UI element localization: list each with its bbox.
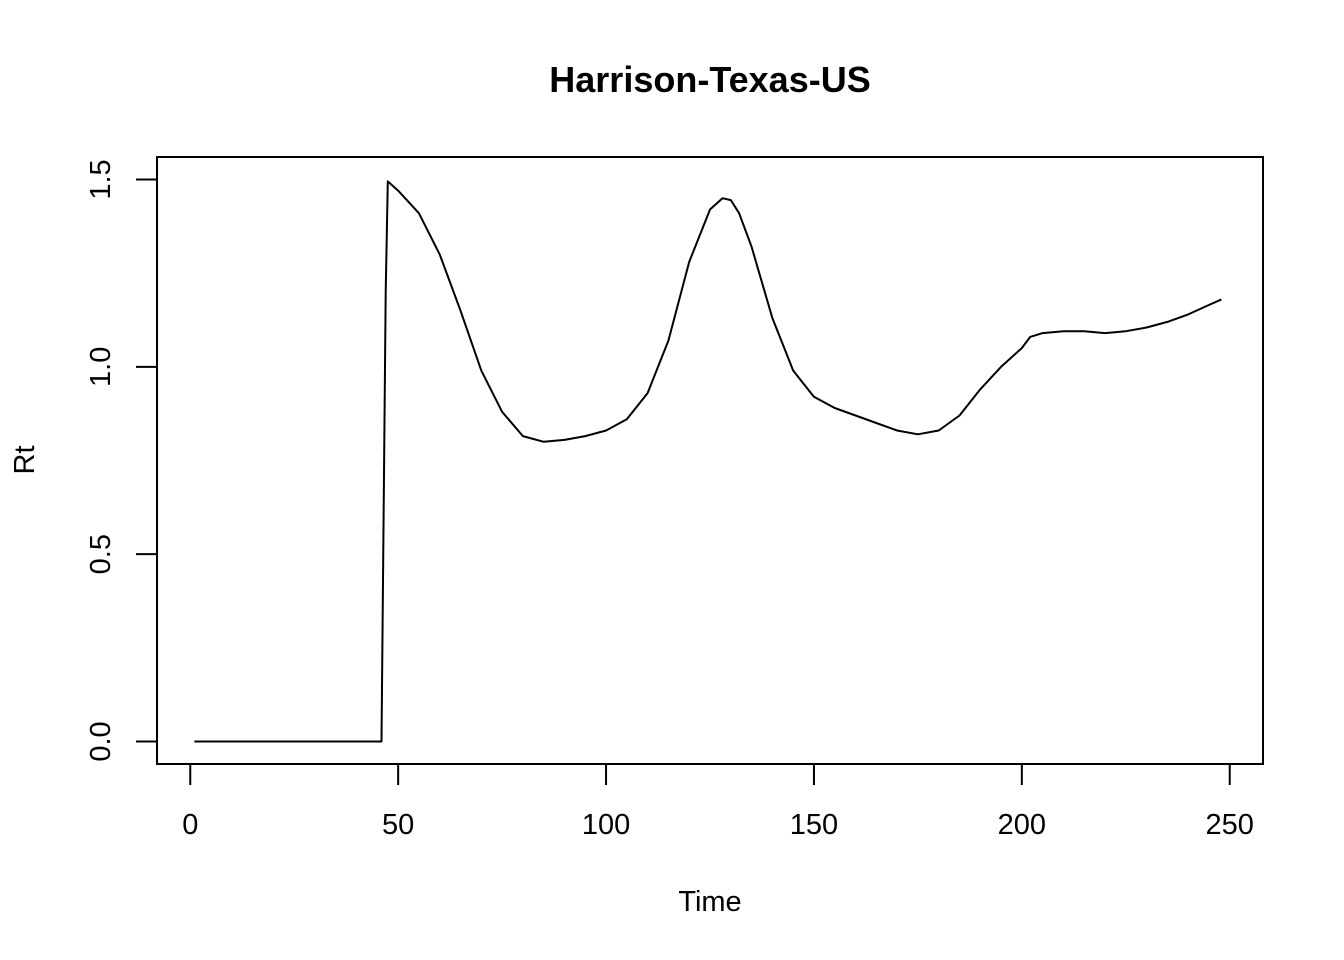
plot-frame — [156, 156, 1264, 765]
x-tick-label: 150 — [790, 809, 838, 841]
x-axis-label: Time — [678, 886, 741, 918]
series-layer — [194, 180, 1222, 743]
y-tick-label: 1.5 — [85, 159, 117, 199]
x-axis: 0 50 100 150 200 250 — [182, 763, 1254, 841]
chart-title: Harrison-Texas-US — [549, 59, 870, 100]
x-tick-label: 100 — [582, 809, 630, 841]
x-tick-label: 250 — [1206, 809, 1254, 841]
y-axis-label: Rt — [9, 446, 41, 475]
x-tick-label: 0 — [182, 809, 198, 841]
y-tick-label: 0.0 — [85, 721, 117, 761]
x-tick-label: 200 — [998, 809, 1046, 841]
series-line-0 — [194, 180, 1222, 743]
x-tick-label: 50 — [382, 809, 414, 841]
y-axis: 0.0 0.5 1.0 1.5 — [85, 159, 158, 762]
y-tick-label: 0.5 — [85, 534, 117, 574]
y-tick-label: 1.0 — [85, 347, 117, 387]
